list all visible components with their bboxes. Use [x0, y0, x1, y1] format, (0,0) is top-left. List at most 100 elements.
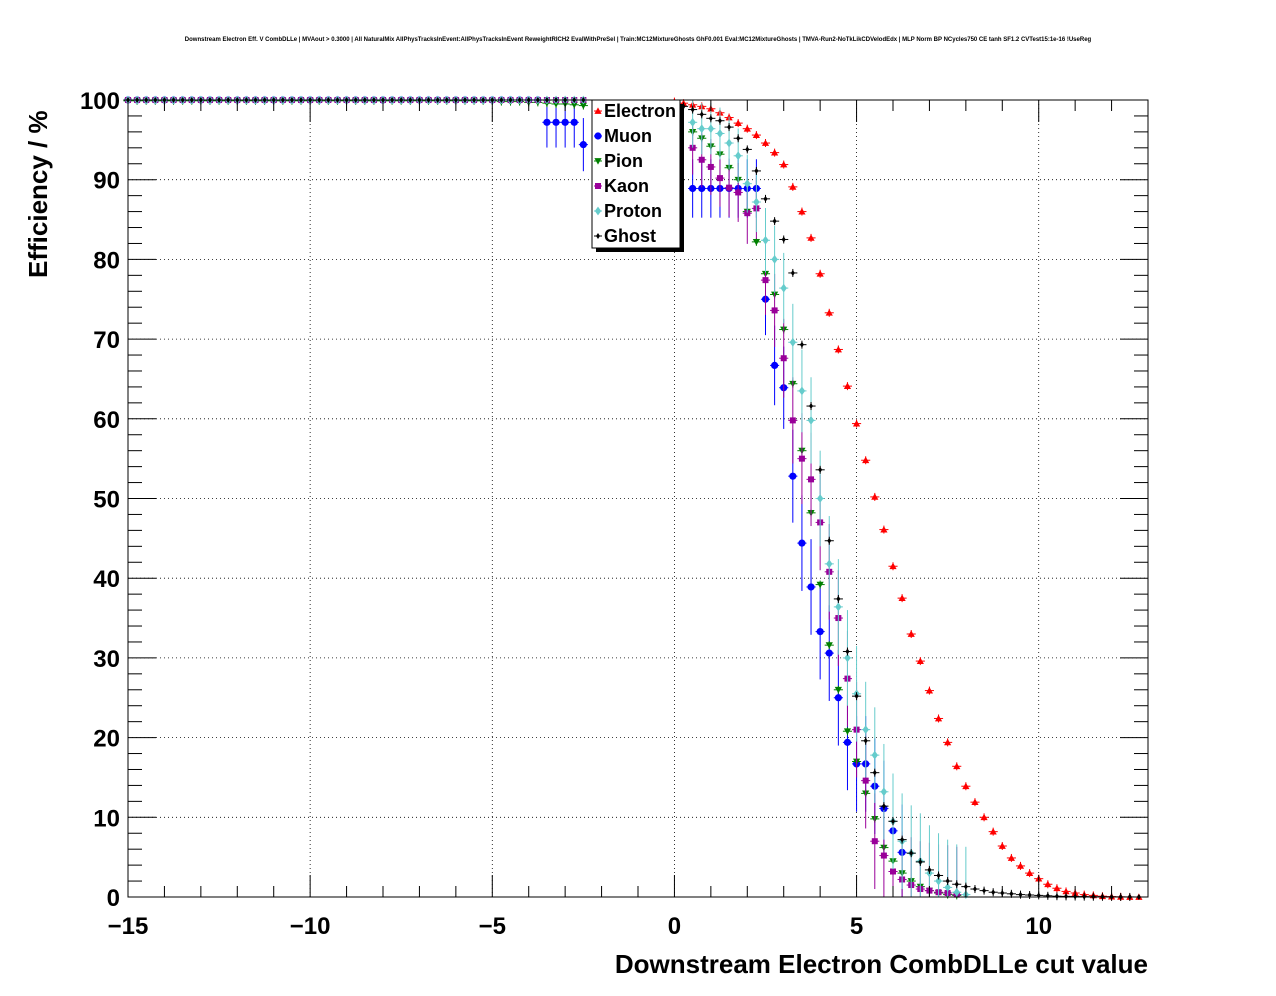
data-point	[763, 195, 768, 202]
data-point	[807, 415, 815, 425]
data-point	[807, 583, 815, 591]
data-point	[852, 419, 861, 427]
data-point	[844, 653, 851, 663]
data-point	[1009, 890, 1014, 897]
data-point	[944, 883, 951, 892]
x-axis-title: Downstream Electron CombDLLe cut value	[615, 949, 1148, 979]
data-point	[816, 581, 824, 589]
y-tick-label: 40	[93, 566, 120, 593]
data-point	[954, 881, 959, 888]
y-tick-label: 10	[93, 805, 120, 832]
data-point	[690, 106, 695, 113]
data-point	[916, 657, 924, 664]
data-point	[825, 642, 833, 649]
data-point	[725, 138, 733, 148]
legend-item-electron: Electron	[594, 101, 676, 121]
data-point	[689, 144, 696, 151]
data-point	[918, 858, 923, 865]
data-point	[863, 737, 868, 744]
legend-label: Ghost	[604, 226, 656, 246]
data-point	[972, 886, 977, 893]
data-point	[579, 102, 587, 110]
y-tick-label: 80	[93, 247, 120, 274]
data-point	[772, 218, 777, 225]
data-point	[909, 850, 914, 857]
data-point	[754, 167, 759, 174]
legend-item-kaon: Kaon	[594, 176, 649, 196]
data-point	[991, 889, 996, 896]
data-point	[935, 876, 942, 886]
data-point	[816, 494, 824, 503]
data-point	[953, 887, 960, 897]
legend-item-muon: Muon	[594, 126, 652, 146]
data-point	[1018, 891, 1023, 898]
data-point	[735, 189, 742, 196]
data-point	[798, 539, 806, 547]
data-point	[698, 156, 705, 163]
x-tick-label: −10	[290, 913, 331, 940]
y-axis-title: Efficiency / %	[23, 110, 53, 278]
y-tick-label: 50	[93, 487, 120, 514]
data-point	[594, 132, 602, 140]
x-tick-label: 0	[668, 913, 681, 940]
legend-label: Pion	[604, 151, 643, 171]
data-point	[835, 602, 842, 612]
data-point	[689, 117, 696, 127]
data-point	[798, 207, 806, 215]
legend-item-ghost: Ghost	[594, 226, 656, 246]
data-point	[971, 798, 979, 806]
data-point	[781, 236, 786, 243]
data-point	[780, 355, 787, 362]
data-point	[809, 403, 814, 410]
y-tick-label: 100	[80, 88, 120, 115]
data-point	[825, 649, 833, 657]
data-point	[743, 125, 751, 132]
data-point	[862, 456, 870, 464]
data-point	[1053, 884, 1061, 892]
data-point	[854, 693, 859, 700]
data-point	[900, 836, 905, 843]
legend-label: Muon	[604, 126, 652, 146]
data-point	[752, 238, 760, 246]
data-point	[989, 828, 997, 835]
data-point	[552, 118, 560, 126]
data-point	[834, 686, 842, 694]
data-point	[789, 417, 796, 424]
data-point	[707, 124, 715, 134]
data-point	[934, 714, 943, 722]
legend-item-pion: Pion	[594, 151, 643, 171]
data-point	[798, 455, 805, 462]
data-point	[845, 648, 850, 655]
data-point	[716, 129, 724, 138]
data-point	[789, 183, 797, 190]
data-point	[753, 197, 760, 207]
data-point	[890, 868, 896, 875]
data-point	[789, 472, 797, 480]
data-point	[1016, 862, 1025, 869]
y-tick-label: 70	[93, 327, 120, 354]
data-point	[717, 117, 722, 124]
data-point	[862, 725, 869, 735]
legend-box	[591, 99, 681, 249]
data-point	[871, 493, 879, 500]
data-point	[579, 141, 587, 149]
data-point	[698, 184, 706, 193]
y-tick-label: 90	[93, 168, 120, 195]
y-tick-label: 20	[93, 726, 120, 753]
data-point	[790, 269, 795, 276]
data-point	[927, 866, 932, 873]
data-point	[807, 234, 815, 241]
data-point	[898, 594, 906, 602]
legend-label: Proton	[604, 201, 662, 221]
data-point	[843, 382, 852, 390]
data-point	[871, 750, 878, 760]
data-point	[880, 525, 888, 533]
data-point	[761, 139, 770, 146]
legend: Electron Muon Pion Kaon Proton Ghost	[591, 99, 684, 252]
data-point	[734, 119, 742, 126]
data-point	[826, 559, 833, 569]
data-point	[945, 878, 950, 885]
data-point	[953, 762, 961, 770]
